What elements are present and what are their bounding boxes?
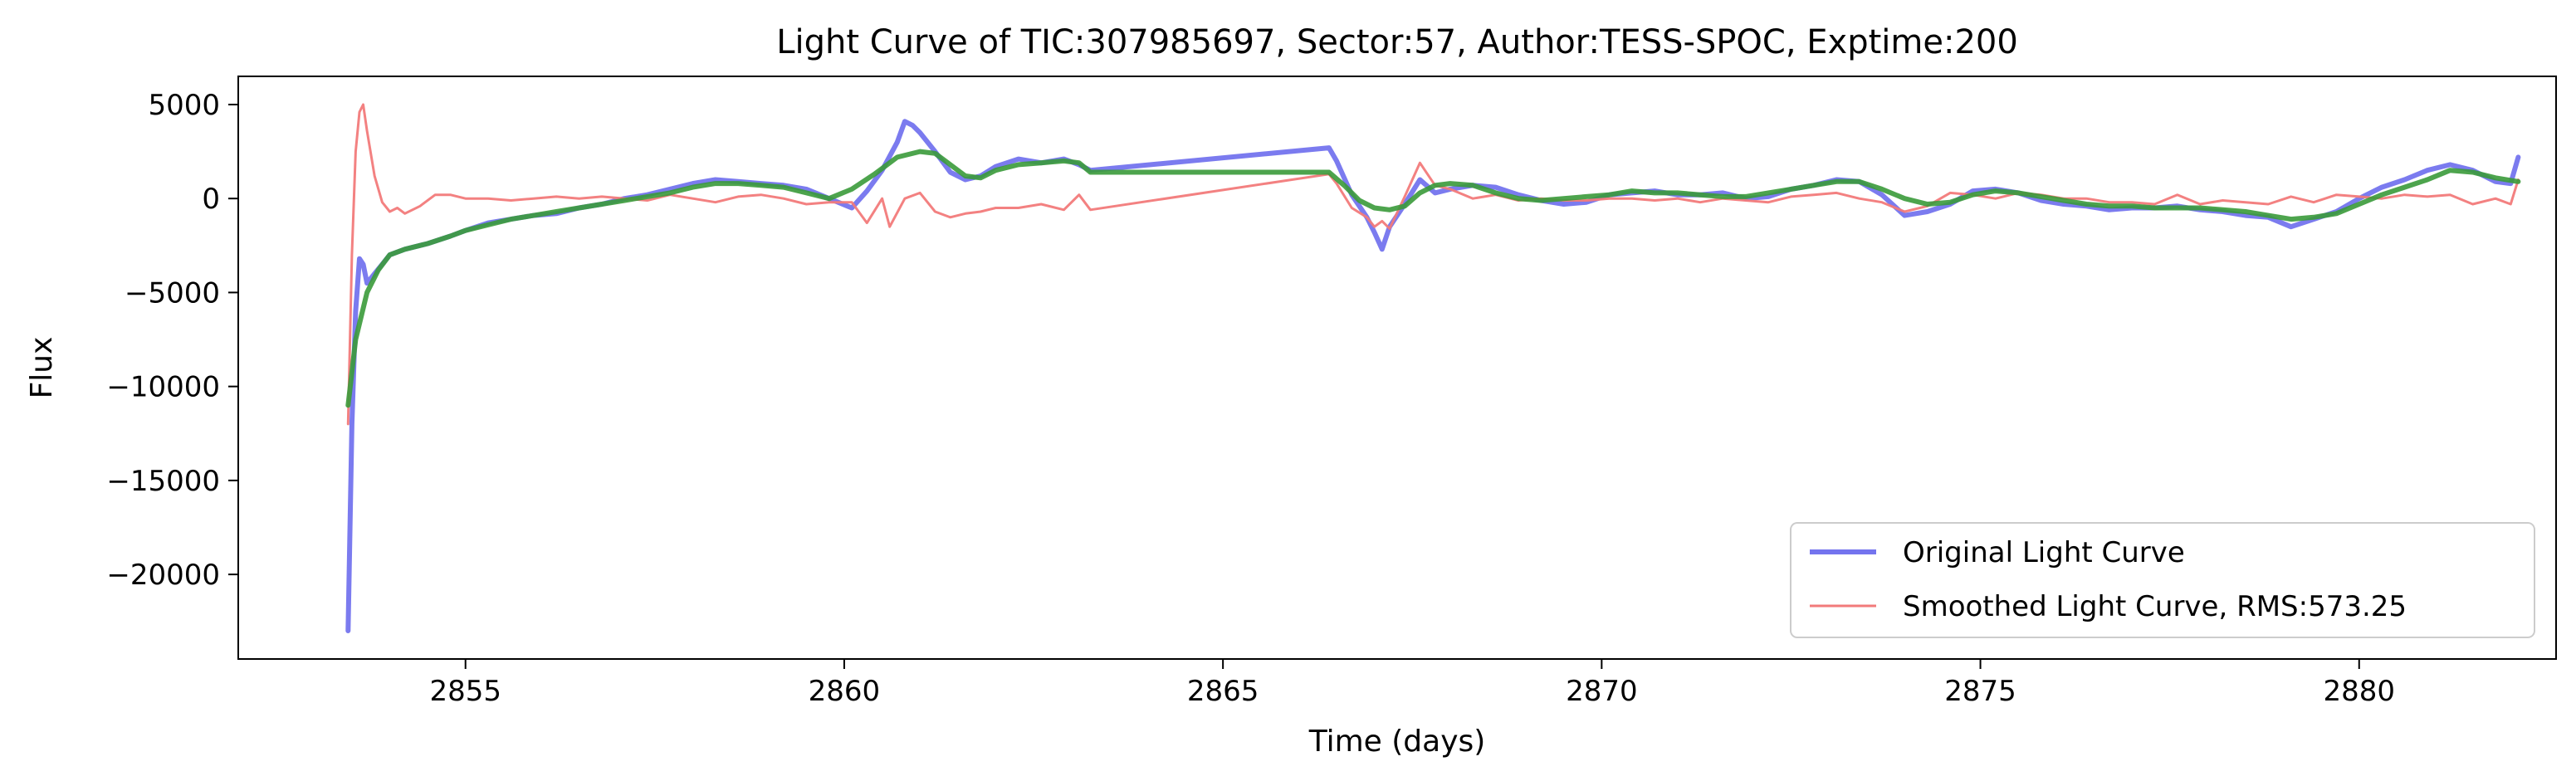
series-layer — [345, 103, 2521, 633]
y-axis-label: Flux — [25, 337, 59, 399]
x-tick-label: 2870 — [1566, 675, 1638, 708]
y-axis: 5000 0 −5000 −10000 −15000 −20000 — [106, 89, 238, 592]
y-tick-label: −5000 — [125, 276, 220, 310]
legend: Original Light Curve Smoothed Light Curv… — [1790, 522, 2535, 638]
chart-title: Light Curve of TIC:307985697, Sector:57,… — [776, 23, 2018, 61]
x-tick-label: 2875 — [1944, 675, 2016, 708]
x-tick-label: 2855 — [429, 675, 501, 708]
y-tick-label: −15000 — [106, 465, 220, 498]
y-tick-label: 0 — [202, 183, 220, 216]
legend-label-original: Original Light Curve — [1903, 536, 2185, 569]
x-tick-label: 2880 — [2324, 675, 2396, 708]
legend-label-smoothed: Smoothed Light Curve, RMS:573.25 — [1903, 590, 2407, 623]
y-tick-label: −20000 — [106, 559, 220, 592]
series-line-fit — [345, 149, 2521, 408]
y-tick-label: 5000 — [148, 89, 220, 122]
legend-box — [1790, 522, 2535, 638]
x-axis-label: Time (days) — [1308, 725, 1486, 759]
plot-frame — [237, 76, 2557, 660]
x-axis: 2855 2860 2865 2870 2875 2880 — [429, 659, 2395, 708]
y-tick-label: −10000 — [106, 371, 220, 404]
x-tick-label: 2865 — [1187, 675, 1259, 708]
series-line-smoothed — [346, 103, 2520, 426]
x-tick-label: 2860 — [809, 675, 881, 708]
